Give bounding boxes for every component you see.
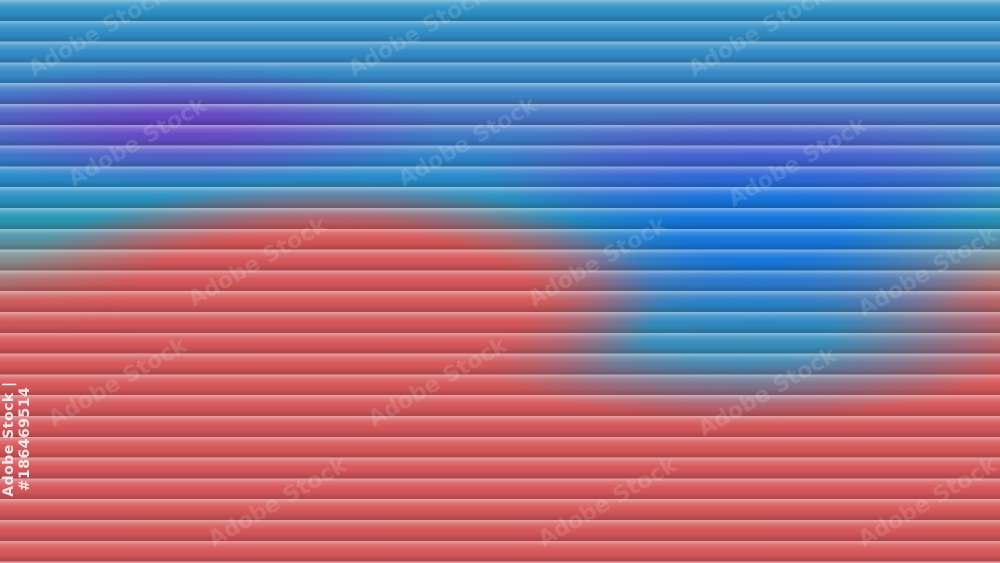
stock-id-label: Adobe Stock | #186469514 [1, 381, 33, 497]
